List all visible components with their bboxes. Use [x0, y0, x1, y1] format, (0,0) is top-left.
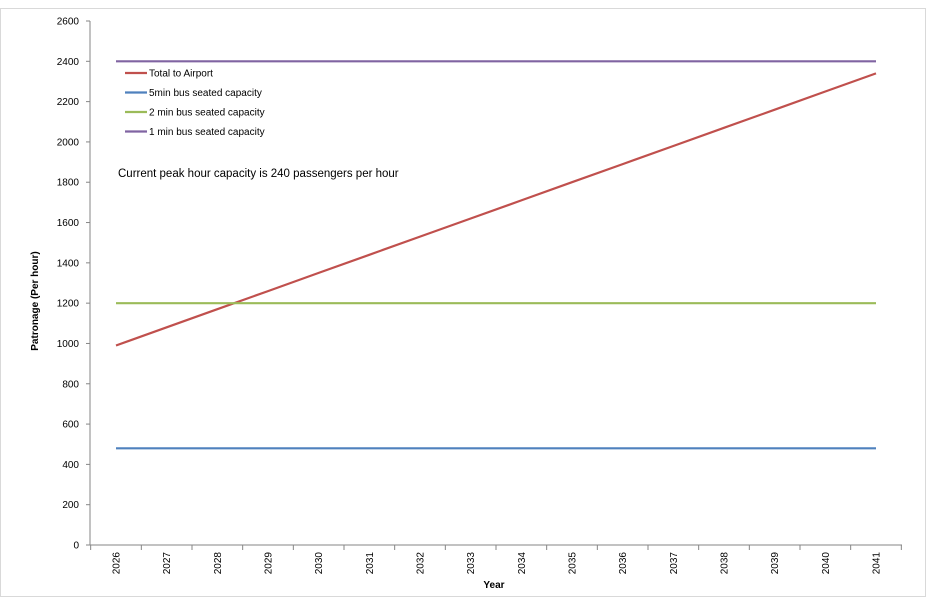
- y-tick-label: 600: [62, 420, 79, 431]
- x-tick-label: 2032: [416, 552, 427, 575]
- y-tick-label: 1000: [57, 339, 80, 350]
- x-tick-label: 2037: [669, 552, 680, 575]
- y-tick-label: 1400: [57, 258, 80, 269]
- legend-label-2: 5min bus seated capacity: [149, 88, 262, 99]
- x-tick-label: 2028: [213, 552, 224, 575]
- x-tick-label: 2034: [517, 552, 528, 575]
- y-tick-label: 2600: [57, 17, 80, 28]
- legend-label-1: Total to Airport: [149, 69, 213, 80]
- x-axis: 2026 2027 2028 2029 2030 2031 2032 2033 2034 2035…: [90, 544, 902, 575]
- y-tick-label: 0: [73, 541, 79, 552]
- chart-frame: [0, 8, 926, 597]
- x-tick-label: 2029: [264, 552, 275, 575]
- x-tick-label: 2030: [314, 552, 325, 575]
- legend: Total to Airport 5min bus seated capacity…: [125, 69, 265, 138]
- y-axis: 0 200 400 600 800 1000 1200 1400 1600 1800 2000 220…: [57, 17, 91, 552]
- series-line-1: [115, 72, 877, 347]
- x-tick-label: 2026: [112, 552, 123, 575]
- y-tick-label: 1200: [57, 299, 80, 310]
- x-tick-label: 2040: [821, 552, 832, 575]
- legend-label-4: 1 min bus seated capacity: [149, 127, 265, 138]
- x-tick-label: 2031: [365, 552, 376, 575]
- series-lines: [115, 60, 877, 450]
- y-tick-label: 400: [62, 460, 79, 471]
- x-tick-label: 2027: [162, 552, 173, 575]
- x-tick-label: 2033: [466, 552, 477, 575]
- y-tick-label: 800: [62, 379, 79, 390]
- x-tick-label: 2038: [720, 552, 731, 575]
- annotation-text: Current peak hour capacity is 240 passen…: [118, 168, 399, 180]
- x-tick-label: 2035: [568, 552, 579, 575]
- x-tick-label: 2036: [618, 552, 629, 575]
- y-tick-label: 2400: [57, 57, 80, 68]
- y-axis-title: Patronage (Per hour): [30, 251, 41, 350]
- y-tick-label: 200: [62, 500, 79, 511]
- legend-label-3: 2 min bus seated capacity: [149, 108, 265, 119]
- y-tick-label: 1600: [57, 218, 80, 229]
- y-tick-label: 2000: [57, 137, 80, 148]
- y-tick-label: 2200: [57, 97, 80, 108]
- x-tick-label: 2041: [872, 552, 883, 575]
- x-tick-label: 2039: [770, 552, 781, 575]
- x-axis-title: Year: [483, 580, 504, 591]
- y-tick-label: 1800: [57, 178, 80, 189]
